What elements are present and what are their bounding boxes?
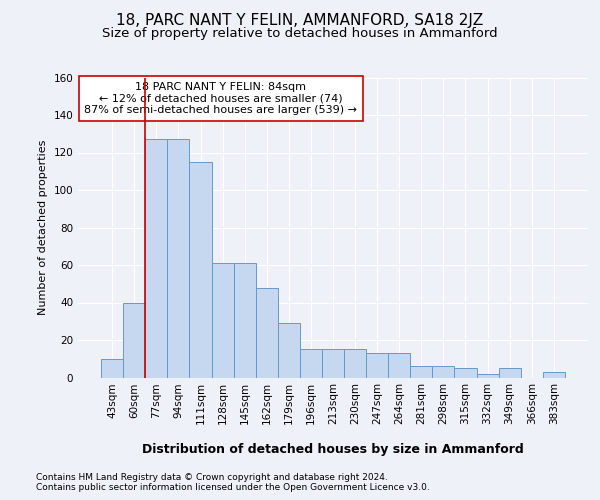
Text: 18 PARC NANT Y FELIN: 84sqm
← 12% of detached houses are smaller (74)
87% of sem: 18 PARC NANT Y FELIN: 84sqm ← 12% of det…	[85, 82, 358, 115]
Text: Size of property relative to detached houses in Ammanford: Size of property relative to detached ho…	[102, 28, 498, 40]
Bar	[212, 263, 233, 378]
Bar	[433, 366, 454, 378]
Y-axis label: Number of detached properties: Number of detached properties	[38, 140, 48, 315]
Bar	[123, 302, 145, 378]
Bar	[167, 140, 190, 378]
Bar	[322, 350, 344, 378]
Bar	[300, 350, 322, 378]
Bar	[454, 368, 476, 378]
Bar	[476, 374, 499, 378]
Bar	[543, 372, 565, 378]
Bar	[388, 353, 410, 378]
Text: Contains HM Land Registry data © Crown copyright and database right 2024.: Contains HM Land Registry data © Crown c…	[36, 472, 388, 482]
Bar	[366, 353, 388, 378]
Bar	[410, 366, 433, 378]
Text: Distribution of detached houses by size in Ammanford: Distribution of detached houses by size …	[142, 442, 524, 456]
Bar	[233, 263, 256, 378]
Bar	[256, 288, 278, 378]
Bar	[101, 359, 123, 378]
Bar	[190, 162, 212, 378]
Bar	[145, 140, 167, 378]
Text: 18, PARC NANT Y FELIN, AMMANFORD, SA18 2JZ: 18, PARC NANT Y FELIN, AMMANFORD, SA18 2…	[116, 12, 484, 28]
Bar	[499, 368, 521, 378]
Bar	[278, 323, 300, 378]
Text: Contains public sector information licensed under the Open Government Licence v3: Contains public sector information licen…	[36, 482, 430, 492]
Bar	[344, 350, 366, 378]
